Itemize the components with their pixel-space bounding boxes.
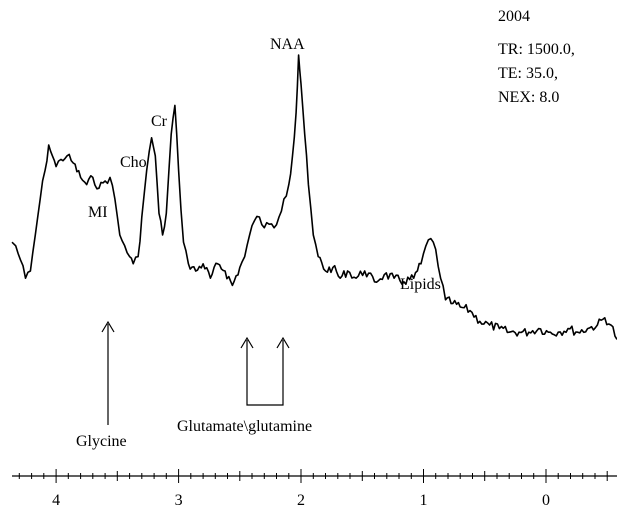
glycine-arrowhead [101,320,115,333]
peak-labels: NAA Cr Cho MI Lipids [88,36,441,293]
glutamate-label: Glutamate\glutamine [177,418,312,435]
x-ticks [18,469,608,483]
peak-label-cho: Cho [120,154,147,171]
glutamate-bracket [246,340,284,406]
info-tr: TR: 1500.0, [498,41,575,58]
acquisition-info: 2004 TR: 1500.0, TE: 35.0, NEX: 8.0 [498,8,575,106]
spectrum-line [11,54,617,340]
x-axis: 4 3 2 1 0 [12,469,617,509]
glutamate-annotation: Glutamate\glutamine [177,336,312,435]
peak-label-mi: MI [88,204,108,221]
x-tick-label-0: 0 [542,492,550,509]
glycine-annotation: Glycine [76,320,127,450]
glycine-label: Glycine [76,433,127,450]
peak-label-cr: Cr [151,113,168,130]
x-tick-label-1: 1 [420,492,428,509]
glutamate-arrowhead-right [276,336,290,349]
glutamate-arrowhead-left [240,336,254,349]
info-te: TE: 35.0, [498,65,558,82]
x-tick-labels: 4 3 2 1 0 [52,492,550,509]
info-nex: NEX: 8.0 [498,89,559,106]
peak-label-naa: NAA [270,36,305,53]
x-tick-label-3: 3 [175,492,183,509]
x-tick-label-2: 2 [297,492,305,509]
x-tick-label-4: 4 [52,492,60,509]
peak-label-lipids: Lipids [400,276,441,293]
info-year: 2004 [498,8,530,25]
